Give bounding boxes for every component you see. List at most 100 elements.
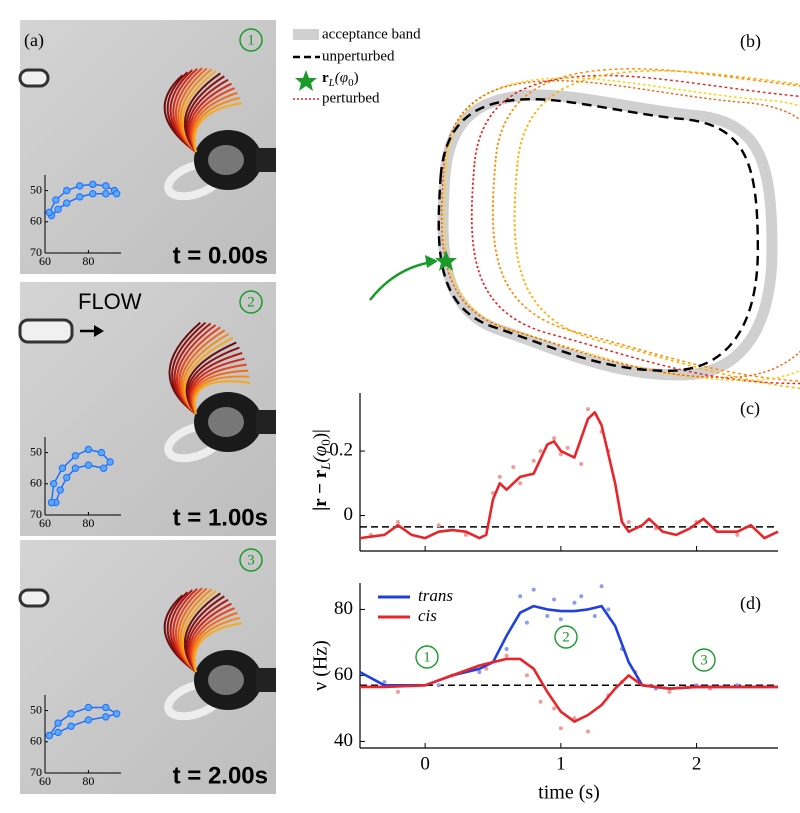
legend-label: ) (354, 70, 359, 86)
scatter-point (552, 597, 557, 602)
scatter-point (524, 620, 529, 625)
inset-point (76, 182, 84, 190)
y-axis-label: 0 (318, 439, 333, 446)
scatter-point (586, 729, 590, 734)
cell-core (208, 665, 244, 695)
inset-point (84, 703, 93, 712)
annotation-circle (415, 645, 439, 669)
scatter-point (579, 461, 584, 466)
pipette (18, 68, 50, 88)
chart: 0 0.2 (c) (329, 393, 779, 552)
perturbed-trajectory (443, 77, 800, 382)
inset-point (67, 710, 75, 718)
y-axis-label: L (318, 463, 333, 471)
scatter-point (396, 519, 400, 524)
inset-point (71, 452, 80, 460)
x-tick-label: 1 (556, 753, 566, 774)
arrow (369, 260, 433, 301)
inset-point (84, 461, 93, 469)
pipette (18, 318, 74, 344)
inset-point (67, 722, 75, 730)
inset-point (112, 190, 121, 198)
scatter-point (552, 436, 557, 441)
scatter-point (484, 666, 489, 671)
cell-core (208, 145, 244, 175)
annotation: 1 (423, 649, 431, 665)
inset-point (102, 703, 110, 712)
inset-tick-label: 80 (82, 774, 94, 788)
inset-point (71, 464, 80, 472)
time-label: t = 2.00s (173, 762, 268, 789)
scatter-point (531, 458, 536, 463)
legend-swatch (293, 29, 319, 40)
scatter-point (518, 594, 523, 599)
inset-point (63, 199, 71, 207)
pipette (18, 588, 50, 608)
scatter-point (463, 532, 468, 537)
legend-label: L (328, 77, 335, 89)
legend-label: cis (418, 606, 437, 625)
scatter-point (572, 600, 577, 605)
inset-point (84, 716, 93, 724)
series-line (359, 411, 779, 540)
y-axis-label: )| (310, 429, 331, 439)
scatter-point (599, 584, 604, 589)
scatter-point (558, 617, 563, 622)
inset-tick-label: 60 (39, 774, 51, 788)
scatter-point (538, 699, 543, 704)
x-tick-label: 2 (692, 753, 702, 774)
inset-tick-label: 60 (30, 214, 42, 228)
scatter-point (626, 519, 631, 524)
acceptance-band (443, 95, 772, 375)
annotation-circle (692, 648, 716, 672)
inset-tick-label: 60 (30, 734, 42, 748)
legend-label: 0 (348, 77, 354, 89)
inset-point (47, 498, 56, 507)
flow-label: FLOW (78, 289, 142, 314)
time-label: t = 0.00s (173, 242, 268, 269)
inset-tick-label: 60 (39, 516, 51, 530)
inset-point (56, 486, 64, 494)
inset-point (102, 713, 110, 721)
inset-tick-label: 70 (30, 765, 42, 779)
scatter-point (504, 653, 509, 658)
inset-tick-label: 80 (82, 254, 94, 268)
scatter-point (511, 465, 516, 470)
star (435, 250, 457, 271)
inset-point (76, 193, 84, 201)
scatter-point (396, 689, 400, 694)
frame-number: 2 (247, 294, 255, 310)
number-circle (239, 28, 263, 52)
scatter-point (436, 683, 441, 688)
legend-label: (φ (335, 70, 348, 86)
panel-label: (b) (740, 31, 761, 52)
scatter-point (477, 670, 482, 675)
panel-b: acceptance band unperturbed rL(φ0) pertu… (293, 26, 800, 394)
cell-stalk (256, 148, 276, 172)
inset-point (84, 445, 93, 454)
y-tick-label: 60 (334, 664, 353, 685)
scatter-point (558, 726, 563, 731)
x-axis-label: time (s) (538, 782, 600, 804)
flagellum (193, 622, 242, 673)
y-tick-label: 40 (334, 730, 353, 751)
inset-point (52, 196, 60, 204)
inset-point (102, 190, 110, 198)
frame-number: 3 (247, 552, 255, 568)
flagellum (193, 380, 251, 415)
scatter-point (524, 673, 529, 678)
y-axis-label: ν (Hz) (310, 640, 332, 691)
annotation-circle (554, 625, 578, 649)
inset-tick-label: 60 (30, 476, 42, 490)
legend-swatch (295, 70, 317, 91)
legend-label: rL(φ0) (322, 70, 359, 88)
inset-tick-label: 50 (30, 444, 42, 458)
scatter-point (558, 452, 563, 457)
